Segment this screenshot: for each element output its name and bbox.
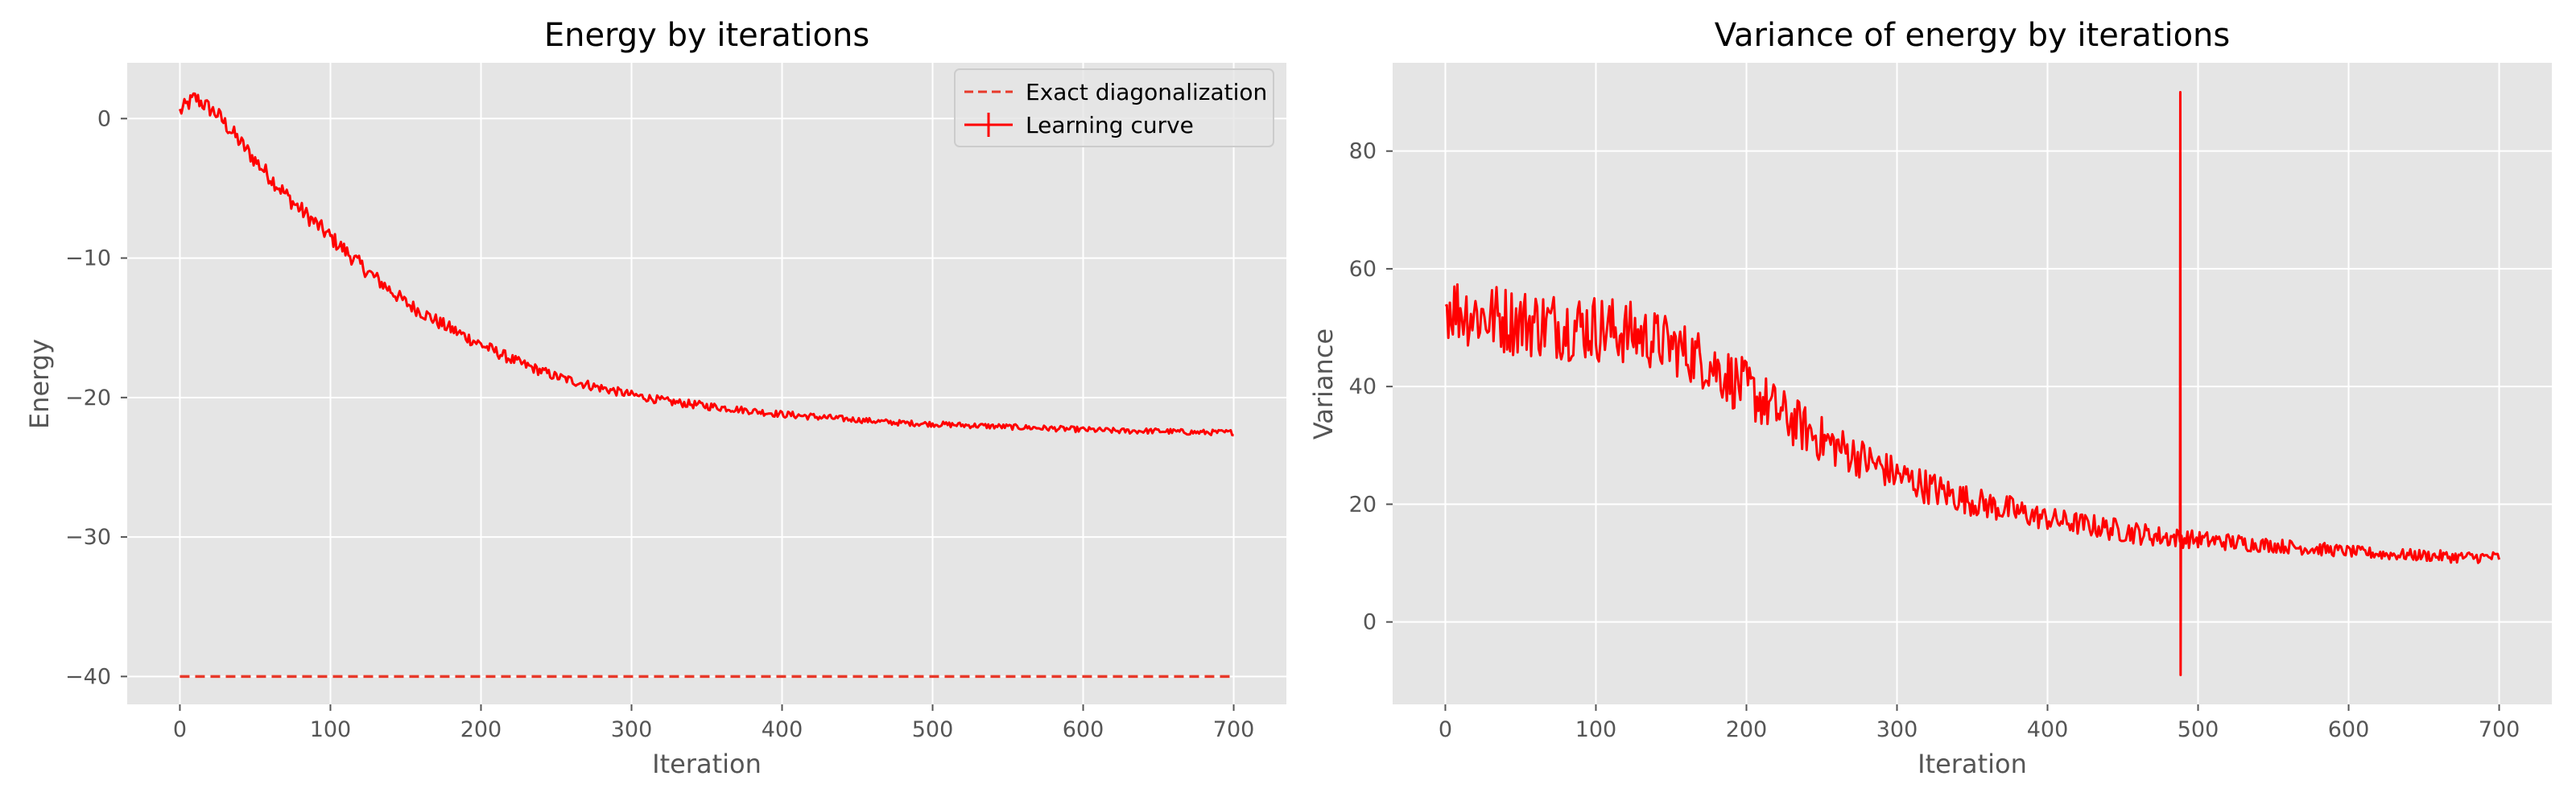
series-layer — [1444, 91, 2500, 676]
x-tick-label: 500 — [2178, 717, 2219, 742]
x-axis-label: Iteration — [652, 749, 762, 779]
legend-box — [954, 68, 1274, 147]
variance-chart: Variance of energy by iterations 0 100 200… — [1308, 17, 2552, 779]
x-tick-label: 100 — [1575, 717, 1617, 742]
y-axis-label: Variance — [1308, 328, 1339, 440]
legend-label-exact-diagonalization: Exact diagonalization — [1026, 79, 1267, 105]
series-layer — [179, 92, 1234, 679]
x-tick-label: 400 — [2027, 717, 2069, 742]
chart-title: Energy by iterations — [544, 17, 869, 54]
x-tick-label: 700 — [1213, 717, 1255, 742]
y-tick-label: 0 — [97, 106, 111, 131]
y-tick-label: 20 — [1349, 492, 1377, 517]
y-axis-label: Energy — [24, 339, 55, 429]
y-tick-label: −30 — [65, 525, 111, 550]
y-tick-label: −10 — [65, 246, 111, 271]
series-line-learning-curve — [179, 92, 1234, 437]
energy-chart: Energy by iterations 0 100 200 300 400 500 600… — [24, 17, 1286, 779]
x-tick-label: 200 — [460, 717, 502, 742]
x-tick-label: 0 — [173, 717, 187, 742]
x-tick-label: 600 — [1063, 717, 1104, 742]
series-line-variance — [1444, 91, 2500, 676]
x-axis-label: Iteration — [1918, 749, 2027, 779]
x-tick-label: 200 — [1726, 717, 1768, 742]
x-tick-label: 500 — [912, 717, 954, 742]
x-tick-label: 300 — [611, 717, 653, 742]
x-axis-ticks: 0 100 200 300 400 500 600 700 — [173, 704, 1254, 742]
x-tick-label: 100 — [310, 717, 352, 742]
x-axis-ticks: 0 100 200 300 400 500 600 700 — [1439, 704, 2520, 742]
y-tick-label: 40 — [1349, 374, 1377, 399]
legend: Exact diagonalization Learning curve — [954, 68, 1274, 147]
y-axis-ticks: 0 20 40 60 80 — [1349, 139, 1393, 635]
x-tick-label: 400 — [762, 717, 803, 742]
y-tick-label: −40 — [65, 664, 111, 689]
y-tick-label: 80 — [1349, 139, 1377, 164]
gridlines — [1393, 63, 2552, 704]
y-tick-label: −20 — [65, 386, 111, 411]
x-tick-label: 700 — [2479, 717, 2520, 742]
plot-area — [127, 63, 1286, 704]
x-tick-label: 300 — [1876, 717, 1918, 742]
legend-label-learning-curve: Learning curve — [1026, 112, 1194, 138]
plot-area — [1393, 63, 2552, 704]
x-tick-label: 0 — [1439, 717, 1452, 742]
chart-title: Variance of energy by iterations — [1715, 17, 2230, 54]
y-tick-label: 0 — [1363, 610, 1377, 635]
y-axis-ticks: 0 −10 −20 −30 −40 — [65, 106, 127, 689]
y-tick-label: 60 — [1349, 257, 1377, 282]
x-tick-label: 600 — [2328, 717, 2370, 742]
